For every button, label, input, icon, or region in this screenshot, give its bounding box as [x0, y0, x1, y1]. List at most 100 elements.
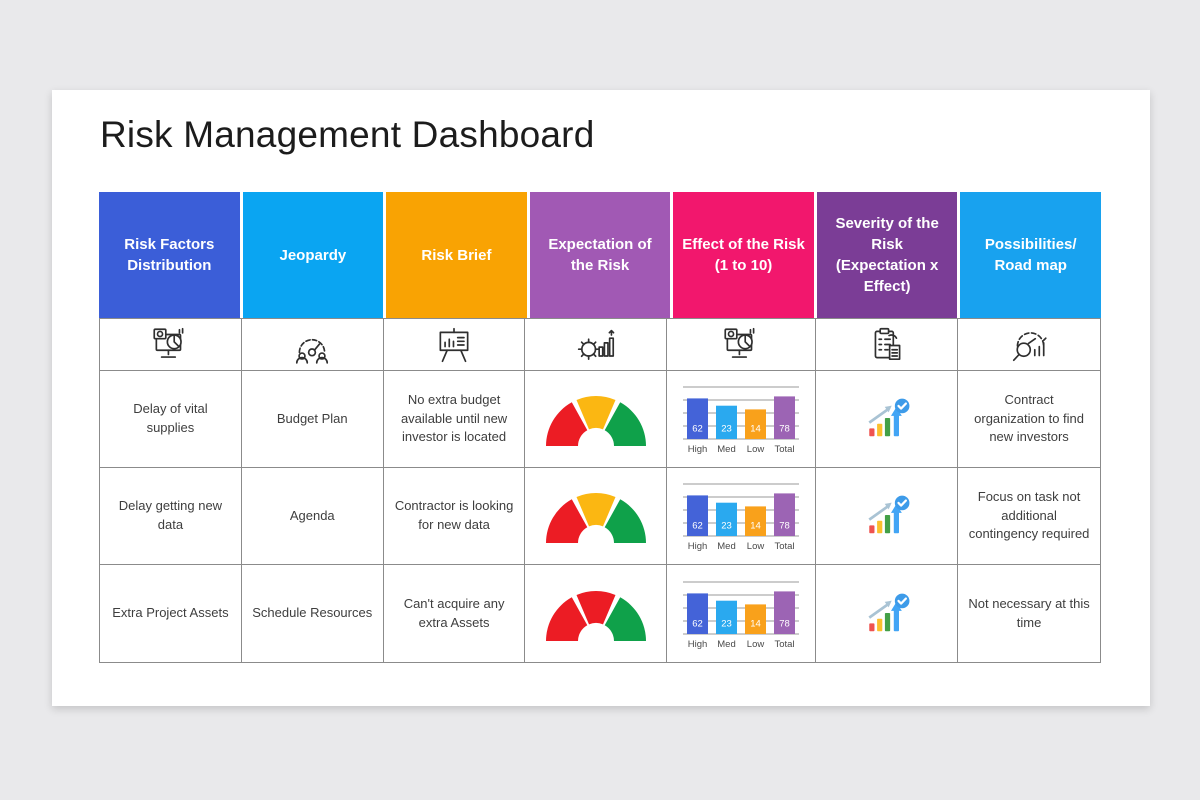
risk-brief-cell: Contractor is looking for new data: [383, 468, 526, 565]
header-cell: Risk Brief: [386, 192, 527, 318]
effect-chart-cell: 62 High 23 Med 14 Low 78 Total: [667, 468, 817, 565]
svg-text:23: 23: [722, 521, 733, 532]
header-cell: Severity of the Risk (Expectation x Effe…: [816, 192, 958, 318]
column-icon-cell: [100, 319, 242, 371]
column-icon-cell: [667, 319, 817, 371]
cell-text: Contractor is looking for new data: [394, 498, 514, 532]
svg-text:Total: Total: [775, 639, 795, 650]
cell-text: Delay getting new data: [118, 498, 223, 532]
svg-text:62: 62: [693, 521, 704, 532]
cell-text: Not necessary at this time: [968, 595, 1090, 630]
effect-chart-cell: 62 High 23 Med 14 Low 78 Total: [667, 565, 817, 662]
svg-text:Med: Med: [718, 444, 736, 455]
cell-text: Schedule Resources: [252, 605, 373, 621]
cell-text: Focus on task not additional contingency…: [968, 488, 1090, 542]
svg-text:78: 78: [780, 521, 791, 532]
header-cell: Risk Factors Distribution: [99, 192, 240, 318]
table-body: Delay of vital supplies Budget Plan No ext…: [99, 318, 1101, 663]
column-icon-cell: [241, 319, 384, 371]
expectation-gauge-chart: [544, 487, 648, 545]
svg-text:Low: Low: [747, 639, 765, 650]
severity-cell: [816, 371, 959, 468]
expectation-gauge-cell: [525, 468, 668, 565]
header-label: Risk Factors Distribution: [124, 236, 215, 274]
header-cell: Effect of the Risk (1 to 10): [673, 192, 814, 318]
svg-text:62: 62: [693, 618, 704, 629]
magnifier-gauge-icon: [1008, 324, 1050, 366]
svg-text:14: 14: [751, 521, 762, 532]
slide-card: Risk Management Dashboard Risk Factors D…: [52, 90, 1150, 706]
risk-factor-cell: Delay of vital supplies: [100, 371, 242, 468]
possibilities-cell: Focus on task not additional contingency…: [958, 468, 1100, 565]
svg-text:78: 78: [780, 424, 791, 435]
effect-chart-cell: 62 High 23 Med 14 Low 78 Total: [667, 371, 817, 468]
clipboard-report-icon: [866, 324, 908, 366]
header-cell: Expectation of the Risk: [529, 192, 671, 318]
cell-text: Extra Project Assets: [112, 605, 229, 621]
gear-chart-icon: [575, 324, 617, 366]
severity-cell: [816, 565, 959, 662]
column-icon-cell: [383, 319, 526, 371]
svg-text:Med: Med: [718, 541, 736, 552]
effect-bar-chart: 62 High 23 Med 14 Low 78 Total: [677, 379, 805, 459]
risk-brief-cell: Can't acquire any extra Assets: [384, 565, 526, 662]
cell-text: Can't acquire any extra Assets: [403, 595, 505, 630]
expectation-gauge-cell: [525, 371, 668, 468]
page-title: Risk Management Dashboard: [100, 114, 595, 155]
expectation-gauge-chart: [544, 585, 648, 643]
jeopardy-cell: Agenda: [241, 468, 384, 565]
svg-text:High: High: [688, 444, 708, 455]
svg-text:High: High: [688, 541, 708, 552]
gauge-people-icon: [291, 324, 333, 366]
column-icon-cell: [958, 319, 1100, 371]
header-label: Risk Brief: [421, 246, 492, 264]
table-header-row: Risk Factors Distribution Jeopardy Risk Br…: [99, 192, 1101, 318]
column-icon-cell: [816, 319, 959, 371]
svg-text:78: 78: [780, 618, 791, 629]
possibilities-cell: Contract organization to find new invest…: [958, 371, 1100, 468]
header-label: Expectation of the Risk: [548, 236, 652, 274]
cell-text: Contract organization to find new invest…: [974, 391, 1084, 445]
svg-text:62: 62: [693, 424, 704, 435]
header-cell: Possibilities/ Road map: [960, 192, 1101, 318]
severity-cell: [816, 468, 959, 565]
risk-dashboard-table: Risk Factors Distribution Jeopardy Risk Br…: [99, 192, 1101, 663]
risk-factor-cell: Extra Project Assets: [100, 565, 242, 662]
expectation-gauge-chart: [544, 390, 648, 448]
cell-text: Budget Plan: [276, 410, 348, 426]
header-label: Effect of the Risk (1 to 10): [682, 236, 805, 274]
cell-text: No extra budget available until new inve…: [400, 391, 508, 445]
cell-text: Delay of vital supplies: [133, 401, 208, 435]
risk-factor-cell: Delay getting new data: [100, 468, 242, 565]
monitor-pie-chart-icon: [720, 324, 762, 366]
svg-text:Low: Low: [747, 444, 765, 455]
possibilities-cell: Not necessary at this time: [958, 565, 1100, 662]
svg-text:High: High: [688, 639, 708, 650]
growth-check-icon: [863, 592, 911, 636]
growth-check-icon: [863, 494, 911, 538]
svg-text:Total: Total: [775, 541, 795, 552]
risk-brief-cell: No extra budget available until new inve…: [383, 371, 526, 468]
header-cell: Jeopardy: [242, 192, 384, 318]
effect-bar-chart: 62 High 23 Med 14 Low 78 Total: [677, 476, 805, 556]
growth-check-icon: [863, 397, 911, 441]
header-label: Possibilities/ Road map: [984, 236, 1077, 274]
svg-text:14: 14: [751, 424, 762, 435]
effect-bar-chart: 62 High 23 Med 14 Low 78 Total: [677, 574, 805, 654]
header-label: Severity of the Risk (Expectation x Effe…: [835, 215, 939, 295]
cell-text: Agenda: [289, 507, 335, 523]
jeopardy-cell: Schedule Resources: [242, 565, 384, 662]
header-label: Jeopardy: [279, 246, 347, 264]
svg-text:23: 23: [722, 424, 733, 435]
svg-text:14: 14: [751, 618, 762, 629]
svg-text:23: 23: [722, 618, 733, 629]
svg-text:Med: Med: [718, 639, 736, 650]
presentation-chart-icon: [433, 324, 475, 366]
monitor-pie-chart-icon: [149, 324, 191, 366]
jeopardy-cell: Budget Plan: [241, 371, 384, 468]
expectation-gauge-cell: [525, 565, 668, 662]
svg-text:Total: Total: [775, 444, 795, 455]
svg-text:Low: Low: [747, 541, 765, 552]
column-icon-cell: [525, 319, 668, 371]
